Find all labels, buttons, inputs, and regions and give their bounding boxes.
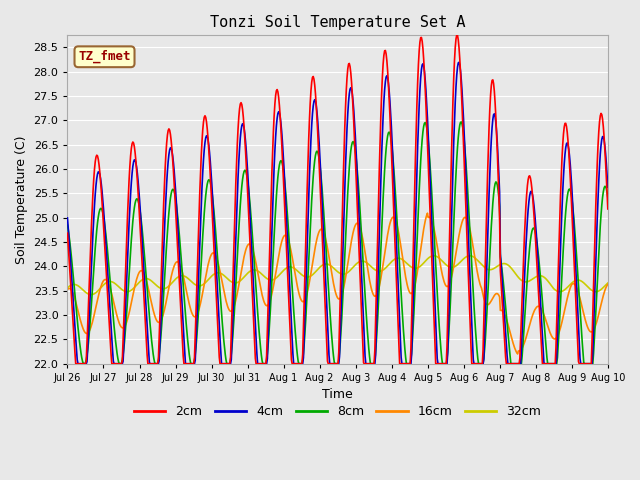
32cm <box>87 292 95 298</box>
Line: 4cm: 4cm <box>67 62 608 364</box>
8cm <box>130 211 138 216</box>
2cm <box>130 140 138 146</box>
8cm <box>184 345 192 351</box>
16cm <box>74 305 81 311</box>
4cm <box>74 361 82 367</box>
Line: 8cm: 8cm <box>67 122 608 364</box>
Line: 16cm: 16cm <box>67 213 608 354</box>
2cm <box>420 56 428 62</box>
4cm <box>130 159 138 165</box>
32cm <box>74 282 81 288</box>
Text: TZ_fmet: TZ_fmet <box>78 50 131 63</box>
2cm <box>404 361 412 367</box>
16cm <box>184 294 191 300</box>
16cm <box>419 231 427 237</box>
16cm <box>514 351 522 357</box>
X-axis label: Time: Time <box>323 388 353 401</box>
32cm <box>466 253 474 259</box>
8cm <box>213 247 221 253</box>
2cm <box>74 361 82 367</box>
8cm <box>404 361 412 367</box>
8cm <box>420 123 428 129</box>
16cm <box>129 293 137 299</box>
4cm <box>184 361 192 367</box>
2cm <box>72 361 79 367</box>
8cm <box>74 317 81 323</box>
32cm <box>404 262 412 267</box>
8cm <box>80 361 88 367</box>
32cm <box>130 286 138 291</box>
8cm <box>63 222 71 228</box>
2cm <box>63 230 71 236</box>
32cm <box>63 285 71 291</box>
8cm <box>604 194 612 200</box>
Line: 32cm: 32cm <box>67 256 608 295</box>
32cm <box>184 276 192 282</box>
Legend: 2cm, 4cm, 8cm, 16cm, 32cm: 2cm, 4cm, 8cm, 16cm, 32cm <box>129 400 546 423</box>
2cm <box>213 308 221 314</box>
Y-axis label: Soil Temperature (C): Soil Temperature (C) <box>15 135 28 264</box>
16cm <box>604 281 612 287</box>
8cm <box>458 119 465 125</box>
32cm <box>604 280 612 286</box>
4cm <box>213 278 221 284</box>
2cm <box>453 32 461 38</box>
16cm <box>424 210 431 216</box>
4cm <box>455 60 463 65</box>
2cm <box>604 206 612 212</box>
4cm <box>420 63 428 69</box>
32cm <box>213 270 221 276</box>
32cm <box>420 260 428 266</box>
16cm <box>212 254 220 260</box>
2cm <box>184 361 192 367</box>
4cm <box>404 361 412 367</box>
4cm <box>74 357 81 363</box>
Title: Tonzi Soil Temperature Set A: Tonzi Soil Temperature Set A <box>210 15 465 30</box>
4cm <box>63 215 71 221</box>
16cm <box>63 287 71 292</box>
4cm <box>604 184 612 190</box>
16cm <box>403 282 411 288</box>
Line: 2cm: 2cm <box>67 35 608 364</box>
